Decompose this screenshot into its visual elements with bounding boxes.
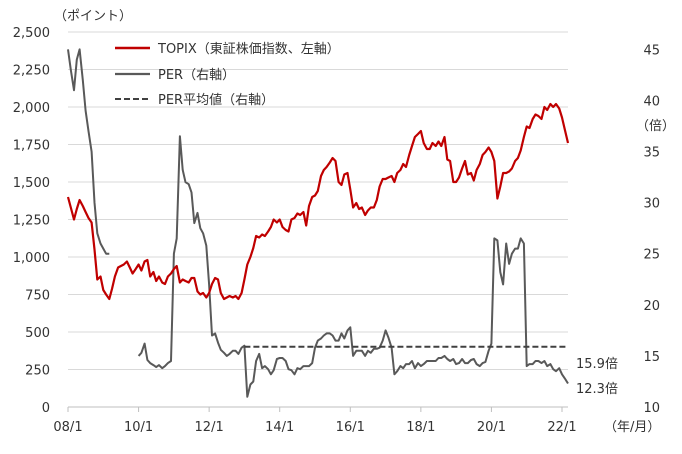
right-tick-label: 30 [643,197,660,212]
x-axis-tick-labels: 08/1 10/1 12/1 14/1 16/1 18/1 20/1 22/1 [53,407,577,435]
x-tick-label: 22/1 [547,420,576,435]
gridlines [68,31,568,370]
left-tick-label: 2,500 [13,26,50,41]
x-tick-label: 20/1 [477,420,506,435]
left-axis-unit: （ポイント） [54,9,132,24]
x-tick-label: 10/1 [124,420,153,435]
right-tick-label: 15 [643,350,660,365]
left-tick-label: 750 [25,289,50,304]
right-tick-label: 40 [643,94,660,109]
x-tick-label: 12/1 [195,420,224,435]
left-tick-label: 1,250 [13,214,50,229]
left-tick-label: 2,000 [13,101,50,116]
per-average-end-label: 15.9倍 [576,357,618,372]
x-axis-unit: （年/月） [604,420,660,435]
series-layer [66,48,570,398]
left-tick-label: 1,000 [13,251,50,266]
x-tick-label: 14/1 [265,420,294,435]
left-tick-label: 500 [25,326,50,341]
left-tick-label: 2,250 [13,64,50,79]
x-tick-label: 08/1 [53,420,82,435]
legend-label-per-average: PER平均値（右軸） [158,92,274,108]
x-tick-label: 16/1 [336,420,365,435]
per-end-label: 12.3倍 [576,382,618,397]
right-tick-label: 20 [643,299,660,314]
legend-label-per: PER（右軸） [158,68,235,83]
left-tick-label: 1,500 [13,176,50,191]
right-tick-label: 45 [643,43,660,58]
legend-label-topix: TOPIX（東証株価指数、左軸） [157,41,340,57]
per-line-segment-1 [67,48,110,255]
right-tick-label: 35 [643,146,660,161]
right-axis-tick-labels: 10 15 20 25 30 35 40 45 [643,43,660,416]
per-line-segment-2 [137,135,569,398]
legend: TOPIX（東証株価指数、左軸） PER（右軸） PER平均値（右軸） [115,41,340,108]
right-tick-label: 10 [643,401,660,416]
left-axis-tick-labels: 0 250 500 750 1,000 1,250 1,500 1,750 2,000 2,250… [13,26,50,416]
x-tick-label: 18/1 [406,420,435,435]
left-tick-label: 0 [42,401,50,416]
right-tick-label: 25 [643,248,660,263]
topix-line [66,102,570,301]
left-tick-label: 1,750 [13,139,50,154]
left-tick-label: 250 [25,364,50,379]
right-axis-unit: （倍） [636,119,675,134]
